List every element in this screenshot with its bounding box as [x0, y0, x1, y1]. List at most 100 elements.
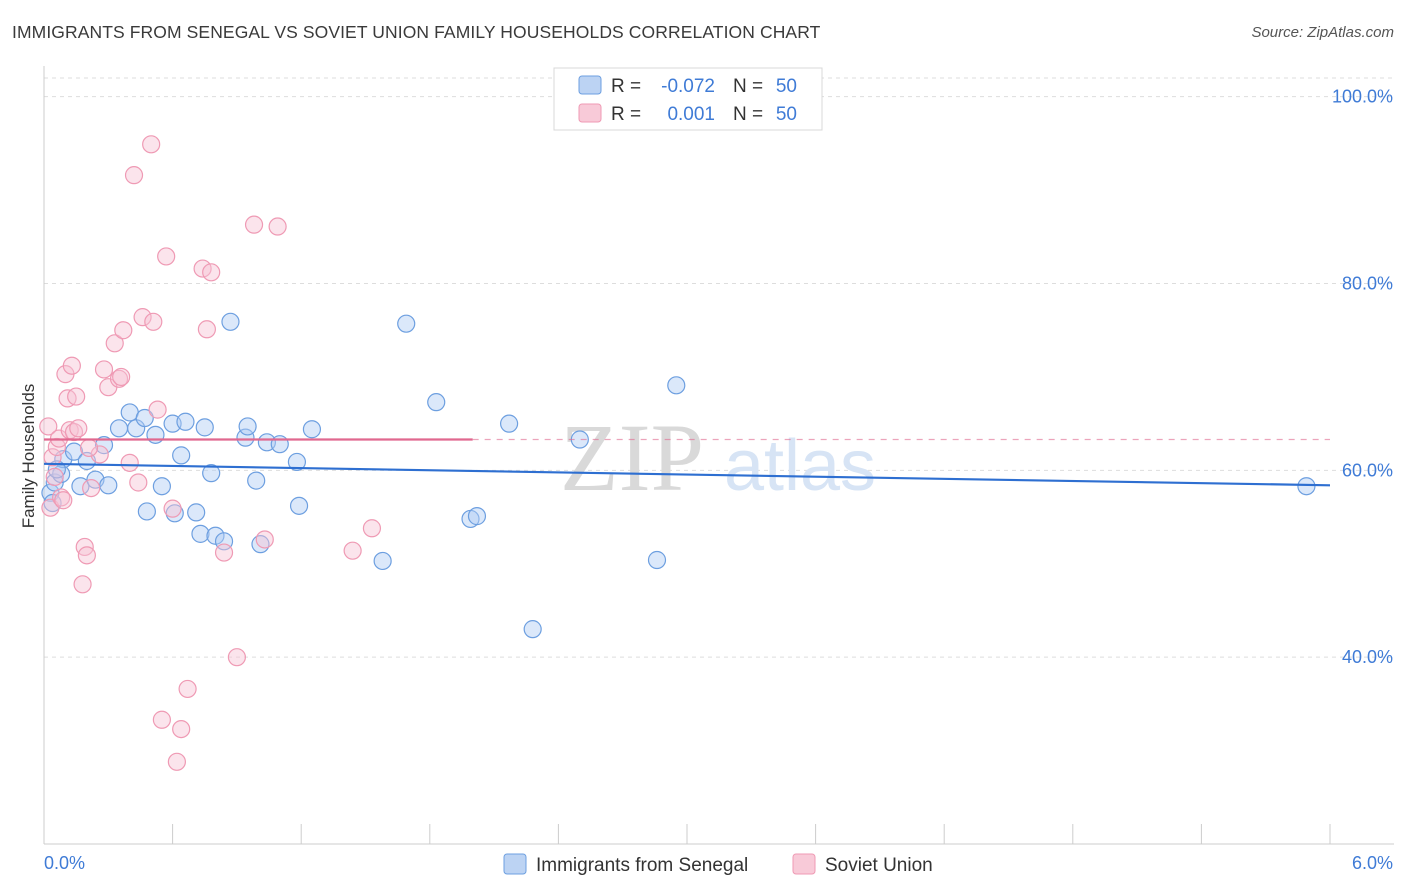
series-legend: Immigrants from Senegal Soviet Union	[503, 853, 933, 876]
watermark: ZIP atlas	[560, 404, 876, 511]
point-soviet-31	[152, 710, 171, 729]
point-senegal-27	[221, 312, 240, 331]
point-soviet-25	[124, 166, 144, 185]
point-soviet-30	[148, 400, 167, 419]
legend-swatch-pink	[578, 103, 602, 123]
point-soviet-29	[144, 312, 163, 331]
point-senegal-35	[289, 496, 309, 515]
grid	[44, 77, 1394, 658]
point-soviet-10	[62, 356, 81, 375]
y-tick-label-2: 80.0%	[1342, 274, 1393, 294]
point-senegal-47	[1297, 477, 1316, 496]
point-soviet-13	[69, 419, 88, 438]
point-soviet-47	[54, 491, 73, 510]
point-senegal-13	[135, 408, 154, 428]
point-senegal-30	[247, 471, 266, 490]
point-senegal-19	[172, 446, 191, 465]
series-legend-label-senegal: Immigrants from Senegal	[536, 855, 748, 876]
point-senegal-45	[647, 550, 667, 570]
point-senegal-41	[467, 507, 487, 526]
legend-r-value-1: -0.072	[661, 76, 715, 97]
point-soviet-35	[172, 719, 191, 739]
point-senegal-42	[500, 414, 519, 433]
series-legend-label-soviet: Soviet Union	[825, 855, 933, 876]
point-senegal-49	[109, 419, 129, 438]
y-tick-label-1: 60.0%	[1342, 460, 1393, 480]
legend-r-value-2: 0.001	[667, 104, 715, 125]
legend-n-value-2: 50	[776, 104, 797, 125]
point-soviet-28	[142, 135, 161, 154]
point-soviet-33	[163, 499, 182, 518]
point-soviet-42	[244, 215, 264, 234]
point-senegal-36	[302, 420, 322, 439]
point-senegal-22	[191, 524, 210, 543]
point-soviet-27	[133, 308, 152, 327]
point-soviet-39	[202, 263, 221, 282]
point-senegal-9	[94, 436, 114, 455]
point-soviet-38	[197, 320, 216, 339]
point-soviet-0	[39, 417, 58, 436]
point-senegal-46	[667, 376, 686, 395]
point-soviet-36	[178, 679, 197, 699]
point-soviet-24	[120, 453, 139, 472]
point-senegal-34	[287, 452, 307, 472]
point-soviet-12	[67, 387, 86, 406]
point-senegal-23	[195, 418, 214, 437]
point-senegal-5	[64, 442, 84, 461]
legend-n-label-2: N =	[733, 104, 763, 125]
chart-source: Source: ZipAtlas.com	[1251, 24, 1394, 41]
point-soviet-34	[167, 752, 186, 771]
legend-n-value-1: 50	[776, 76, 797, 97]
point-senegal-43	[523, 620, 542, 639]
point-soviet-3	[45, 467, 64, 486]
watermark-atlas: atlas	[724, 426, 876, 506]
point-soviet-23	[114, 321, 133, 340]
chart-title: IMMIGRANTS FROM SENEGAL VS SOVIET UNION …	[12, 22, 821, 42]
point-senegal-15	[146, 425, 165, 444]
legend-n-label-1: N =	[733, 76, 763, 97]
point-senegal-39	[427, 393, 446, 412]
y-axis-title: Family Households	[19, 384, 38, 529]
point-senegal-24	[202, 464, 221, 483]
point-senegal-16	[152, 477, 171, 496]
point-senegal-20	[176, 412, 195, 431]
x-tick-label-min: 0.0%	[44, 853, 85, 873]
point-soviet-40	[214, 543, 234, 562]
point-soviet-46	[362, 519, 382, 538]
trend-line-senegal	[43, 462, 1331, 487]
series-legend-swatch-senegal	[503, 853, 527, 875]
y-tick-labels: 40.0% 60.0% 80.0% 100.0%	[1332, 87, 1393, 667]
point-senegal-10	[99, 476, 118, 495]
point-soviet-6	[52, 488, 71, 507]
legend-r-label-2: R =	[611, 104, 641, 125]
point-soviet-17	[82, 478, 101, 498]
point-senegal-18	[165, 504, 184, 523]
point-senegal-38	[397, 314, 416, 333]
point-soviet-41	[227, 648, 246, 667]
point-soviet-45	[343, 541, 362, 560]
watermark-zip: ZIP	[560, 404, 704, 511]
x-tick-label-max: 6.0%	[1352, 853, 1393, 873]
axes	[43, 66, 1394, 845]
point-soviet-43	[255, 530, 274, 549]
point-soviet-49	[112, 367, 131, 387]
point-soviet-44	[268, 217, 287, 236]
correlation-legend: R = -0.072 N = 50 R = 0.001 N = 50	[553, 67, 823, 131]
point-senegal-37	[373, 551, 392, 571]
point-soviet-2	[43, 448, 62, 467]
point-senegal-33	[270, 435, 289, 454]
point-soviet-18	[90, 445, 109, 464]
point-soviet-14	[73, 575, 92, 594]
point-senegal-28	[236, 428, 255, 447]
point-soviet-19	[94, 360, 114, 379]
point-soviet-21	[105, 334, 124, 353]
legend-r-label-1: R =	[611, 76, 641, 97]
point-soviet-32	[157, 247, 176, 266]
point-soviet-26	[129, 473, 148, 492]
point-soviet-16	[77, 546, 96, 565]
legend-swatch-blue	[578, 75, 602, 95]
y-tick-label-3: 100.0%	[1332, 87, 1393, 107]
point-senegal-29	[238, 417, 257, 436]
trend-lines	[43, 438, 1331, 487]
